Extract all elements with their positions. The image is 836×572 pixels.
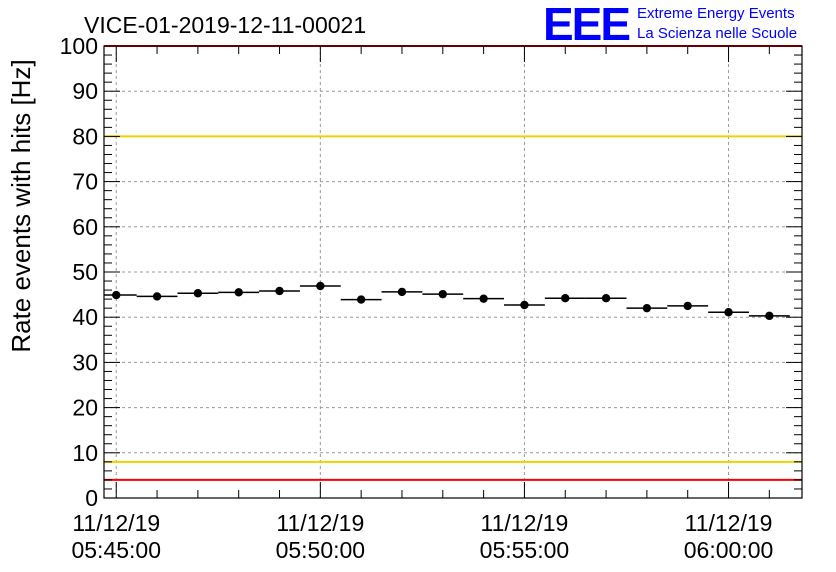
logo-line-2: La Scienza nelle Scuole: [637, 25, 797, 42]
data-point: [601, 294, 611, 303]
y-tick-label: 60: [72, 214, 98, 240]
data-point: [561, 294, 570, 303]
data-point: [234, 288, 243, 297]
y-tick-label: 0: [85, 485, 98, 511]
y-tick-label: 50: [72, 259, 98, 285]
logo-line-1: Extreme Energy Events: [637, 5, 795, 22]
reference-lines: [104, 45, 802, 481]
data-point: [438, 289, 447, 299]
x-tick-label-date: 11/12/19: [685, 510, 773, 536]
x-tick-label-time: 05:55:00: [480, 537, 570, 563]
data-point: [642, 303, 652, 313]
data-point: [724, 308, 733, 317]
x-tick-label-time: 06:00:00: [684, 537, 774, 563]
data-point: [765, 311, 774, 321]
data-point: [112, 290, 121, 300]
x-tick-label-time: 05:50:00: [276, 537, 366, 563]
y-tick-label: 100: [60, 33, 98, 59]
x-tick-label-time: 05:45:00: [71, 537, 161, 563]
data-point: [356, 295, 366, 304]
y-axis-label: Rate events with hits [Hz]: [6, 59, 36, 352]
logo-letters: EEE: [543, 0, 629, 50]
data-point: [316, 281, 325, 291]
x-tick-label-date: 11/12/19: [72, 510, 160, 536]
data-point: [397, 287, 407, 297]
data-point: [683, 301, 692, 311]
data-point: [520, 300, 529, 310]
data-point: [275, 286, 284, 296]
grid: [104, 46, 802, 498]
y-tick-label: 40: [72, 304, 98, 330]
eee-logo: EEE Extreme Energy Events La Scienza nel…: [543, 0, 797, 50]
y-tick-label: 10: [72, 440, 98, 466]
y-tick-label: 20: [72, 395, 98, 421]
data-points: [104, 281, 790, 321]
y-tick-label: 30: [72, 349, 98, 375]
tick-labels: 010203040506070809010011/12/1905:45:0011…: [60, 33, 774, 563]
chart-title: VICE-01-2019-12-11-00021: [84, 12, 366, 38]
y-tick-label: 90: [72, 78, 98, 104]
y-tick-label: 80: [72, 123, 98, 149]
y-tick-label: 70: [72, 169, 98, 195]
axis-ticks: [104, 45, 802, 499]
x-tick-label-date: 11/12/19: [481, 510, 569, 536]
data-point: [152, 292, 162, 301]
data-point: [193, 289, 203, 298]
data-point: [479, 294, 488, 303]
x-tick-label-date: 11/12/19: [276, 510, 364, 536]
